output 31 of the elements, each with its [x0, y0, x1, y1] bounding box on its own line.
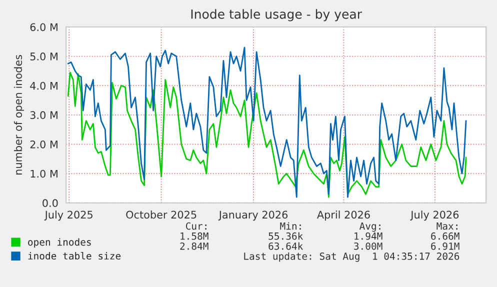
y-tick-label: 1.0 M — [30, 170, 58, 178]
chart-title: Inode table usage - by year — [191, 9, 362, 22]
text: 1.94M — [354, 232, 382, 240]
y-tick-label: 3.0 M — [30, 111, 58, 120]
text: Cur: — [186, 222, 206, 230]
y-tick-label: 4.0 M — [30, 82, 58, 90]
y-tick-label: 6.0 M — [30, 23, 58, 32]
x-tick-label: July 2025 — [44, 210, 92, 221]
y-axis-title: number of open inodes — [14, 54, 24, 174]
text: 6.91M — [431, 242, 460, 250]
x-tick-label: April 2026 — [317, 210, 370, 221]
text: Min: — [280, 222, 301, 230]
y-tick-label: 0.0 — [42, 199, 58, 208]
line-series — [67, 72, 467, 198]
text: 6.66M — [431, 232, 460, 240]
text: 3.00M — [354, 242, 382, 250]
legend-label: open inodes — [28, 238, 91, 248]
text: 55.36k — [268, 232, 304, 240]
line-series — [67, 46, 467, 198]
text: 2.84M — [180, 242, 208, 250]
y-tick-label: 5.0 M — [30, 52, 58, 60]
text: 1.58M — [180, 232, 208, 240]
x-tick-label: October 2025 — [126, 210, 196, 219]
x-tick-label: January 2026 — [218, 210, 288, 221]
text: 63.64k — [268, 242, 304, 250]
text: Last update: Sat Aug 1 04:35:17 2026 — [244, 252, 460, 262]
text: Max: — [436, 222, 458, 230]
x-tick-label: July 2026 — [410, 210, 459, 221]
y-tick-label: 2.0 M — [30, 140, 58, 148]
legend-label: inode table size — [28, 252, 121, 260]
text: Avg: — [359, 222, 380, 232]
